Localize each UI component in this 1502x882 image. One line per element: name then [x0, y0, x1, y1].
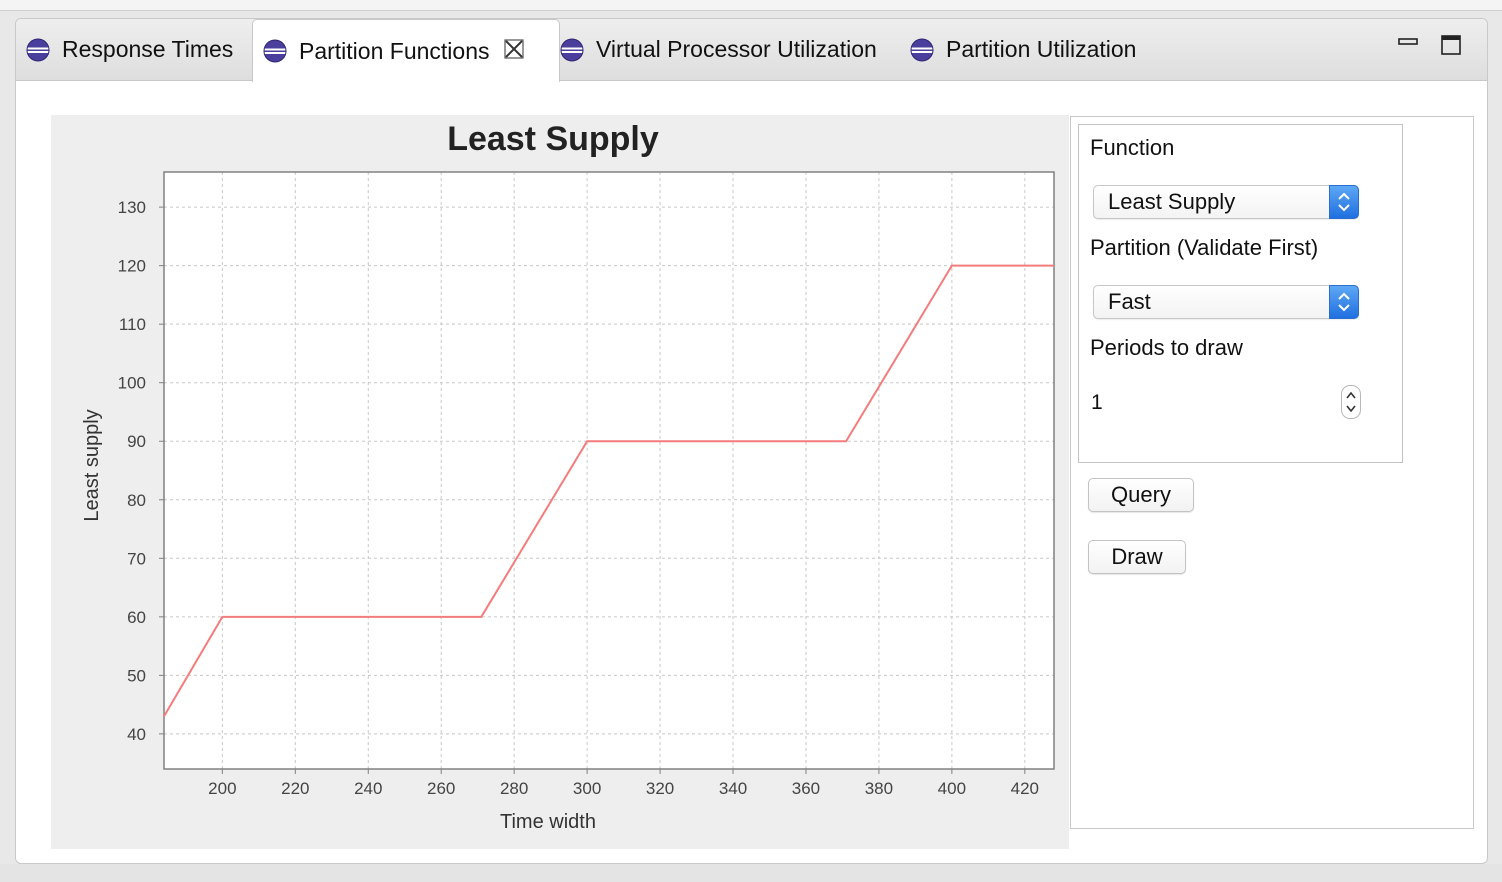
function-select-value: Least Supply [1108, 189, 1236, 214]
periods-label: Periods to draw [1090, 335, 1243, 360]
periods-input[interactable]: 1 [1091, 391, 1103, 414]
view-tab-bar: Response Times Partition Functions [16, 19, 1487, 82]
function-side-panel: Function Least Supply Partition (Validat… [1070, 116, 1474, 829]
x-tick-label: 300 [573, 779, 601, 798]
tab-partition-functions[interactable]: Partition Functions [252, 19, 560, 82]
x-tick-label: 200 [208, 779, 236, 798]
eclipse-view-icon [26, 38, 50, 61]
tab-response-times[interactable]: Response Times [16, 19, 260, 80]
function-label: Function [1090, 135, 1175, 160]
y-tick-label: 80 [127, 491, 146, 510]
x-tick-label: 320 [646, 779, 674, 798]
x-tick-label: 280 [500, 779, 528, 798]
x-tick-label: 220 [281, 779, 309, 798]
y-axis-label: Least supply [81, 409, 103, 521]
draw-button[interactable]: Draw [1088, 540, 1186, 574]
y-tick-label: 120 [118, 257, 146, 276]
x-tick-label: 240 [354, 779, 382, 798]
y-tick-label: 60 [127, 608, 146, 627]
x-axis-label: Time width [500, 811, 596, 833]
maximize-icon[interactable] [1441, 35, 1461, 55]
partition-label: Partition (Validate First) [1090, 235, 1319, 260]
plot-border [163, 171, 1055, 770]
y-tick-label: 50 [127, 666, 146, 685]
y-tick-label: 90 [127, 432, 146, 451]
partition-select-value: Fast [1108, 289, 1151, 314]
query-button[interactable]: Query [1088, 478, 1194, 512]
eclipse-view-icon [910, 38, 934, 61]
plot-background [164, 172, 1054, 769]
y-tick-label: 40 [127, 725, 146, 744]
chart-title: Least Supply [447, 120, 659, 158]
x-tick-label: 360 [792, 779, 820, 798]
chevron-up-down-icon [1329, 185, 1359, 219]
series-line [163, 264, 1054, 717]
function-select[interactable]: Least Supply [1093, 185, 1359, 219]
close-icon[interactable] [503, 38, 525, 65]
y-tick-label: 130 [118, 198, 146, 217]
y-tick-label: 100 [118, 374, 146, 393]
tab-virtual-processor-utilization[interactable]: Virtual Processor Utilization [560, 19, 896, 80]
periods-stepper[interactable] [1341, 385, 1361, 419]
y-tick-label: 70 [127, 549, 146, 568]
chevron-up-icon [1346, 391, 1356, 399]
x-tick-label: 420 [1011, 779, 1039, 798]
chevron-down-icon [1346, 405, 1356, 413]
least-supply-chart: 200 220 240 260 280 300 320 340 360 380 400 420 40 50… [51, 115, 1069, 849]
view-container: Response Times Partition Functions [15, 18, 1488, 864]
tab-label: Response Times [62, 36, 234, 62]
x-tick-label: 340 [719, 779, 747, 798]
top-toolbar-strip [0, 0, 1502, 11]
y-tick-label: 110 [119, 315, 146, 334]
partition-select[interactable]: Fast [1093, 285, 1359, 319]
tab-label: Partition Functions [299, 37, 490, 64]
x-tick-label: 380 [865, 779, 893, 798]
x-tick-label: 260 [427, 779, 455, 798]
tab-label: Partition Utilization [946, 36, 1137, 62]
eclipse-view-icon [560, 38, 584, 61]
options-group: Function Least Supply Partition (Validat… [1078, 124, 1403, 463]
chevron-up-down-icon [1329, 285, 1359, 319]
bottom-status-strip [0, 864, 1502, 882]
tab-partition-utilization[interactable]: Partition Utilization [910, 19, 1160, 80]
eclipse-view-icon [263, 39, 287, 63]
x-tick-label: 400 [938, 779, 966, 798]
chart-svg: 200 220 240 260 280 300 320 340 360 380 400 420 40 50… [81, 120, 1055, 833]
minimize-icon[interactable] [1398, 35, 1418, 53]
tab-label: Virtual Processor Utilization [596, 36, 877, 62]
